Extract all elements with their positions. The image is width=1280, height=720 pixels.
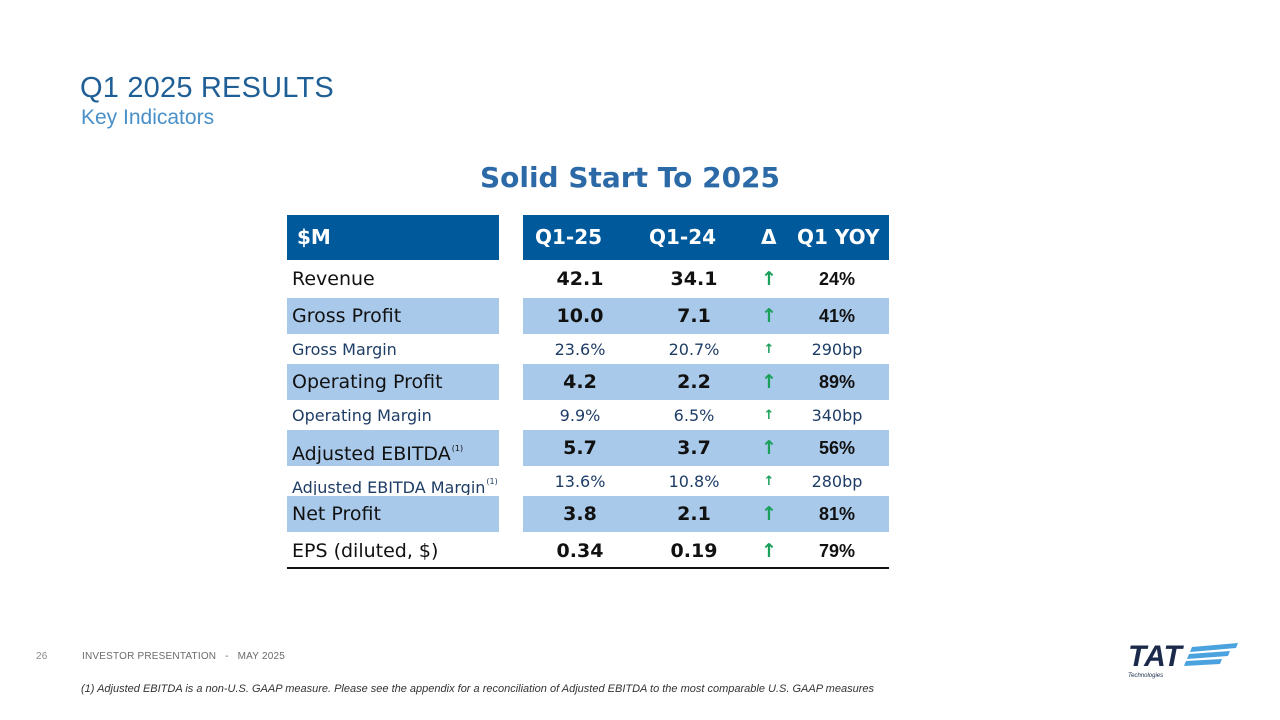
column-header-q1-24: Q1-24 <box>649 225 717 249</box>
row-label: Adjusted EBITDA Margin(1) <box>292 467 499 502</box>
value-q1-24: 2.2 <box>677 371 711 393</box>
slide-title: Q1 2025 RESULTS <box>80 72 334 104</box>
table-row-adjusted-ebitda-margin: Adjusted EBITDA Margin(1) 13.6% 10.8% ↑ … <box>287 466 889 497</box>
value-q1-25: 9.9% <box>559 406 601 425</box>
footnote-marker: (1) <box>451 444 464 453</box>
logo-stripe-icon <box>1190 643 1238 652</box>
row-label: EPS (diluted, $) <box>292 540 439 562</box>
arrow-up-icon: ↑ <box>763 408 775 423</box>
value-yoy: 81% <box>818 504 856 524</box>
row-label: Operating Margin <box>292 406 432 425</box>
arrow-up-icon: ↑ <box>761 540 777 562</box>
value-q1-25: 13.6% <box>554 472 606 491</box>
table-row-eps: EPS (diluted, $) 0.34 0.19 ↑ 79% <box>287 532 889 569</box>
footnote-marker: (1) <box>486 477 498 486</box>
slide-subtitle: Key Indicators <box>81 106 215 129</box>
presentation-label: INVESTOR PRESENTATION - MAY 2025 <box>82 651 285 662</box>
value-yoy: 340bp <box>811 406 863 425</box>
column-header-delta: Δ <box>761 225 777 249</box>
table-row-gross-profit: Gross Profit 10.0 7.1 ↑ 41% <box>287 297 889 334</box>
arrow-up-icon: ↑ <box>761 268 777 290</box>
row-label-text: Adjusted EBITDA Margin <box>292 478 486 497</box>
logo-wordmark: TAT <box>1128 640 1185 673</box>
key-indicators-table: $M Q1-25 Q1-24 Δ Q1 YOY Revenue 42.1 34.… <box>287 215 889 569</box>
value-q1-24: 3.7 <box>677 437 711 459</box>
arrow-up-icon: ↑ <box>761 371 777 393</box>
row-label: Gross Margin <box>292 340 397 359</box>
value-q1-24: 2.1 <box>677 503 711 525</box>
value-yoy: 280bp <box>811 472 863 491</box>
arrow-up-icon: ↑ <box>763 474 775 489</box>
table-row-revenue: Revenue 42.1 34.1 ↑ 24% <box>287 260 889 297</box>
row-label-text: Adjusted EBITDA <box>292 443 451 465</box>
table-header-row: $M Q1-25 Q1-24 Δ Q1 YOY <box>287 215 889 260</box>
value-yoy: 89% <box>818 372 856 392</box>
value-q1-25: 10.0 <box>556 305 604 327</box>
arrow-up-icon: ↑ <box>761 503 777 525</box>
column-header-yoy: Q1 YOY <box>797 225 880 249</box>
table-row-net-profit: Net Profit 3.8 2.1 ↑ 81% <box>287 495 889 532</box>
logo-tagline: Technologies <box>1128 673 1163 679</box>
table-row-gross-margin: Gross Margin 23.6% 20.7% ↑ 290bp <box>287 334 889 363</box>
page-number: 26 <box>36 651 48 662</box>
value-yoy: 56% <box>818 438 856 458</box>
column-header-label: $M <box>287 215 499 260</box>
arrow-up-icon: ↑ <box>761 305 777 327</box>
table-row-operating-profit: Operating Profit 4.2 2.2 ↑ 89% <box>287 363 889 400</box>
value-q1-25: 4.2 <box>563 371 597 393</box>
table-row-operating-margin: Operating Margin 9.9% 6.5% ↑ 340bp <box>287 400 889 429</box>
footnote: (1) Adjusted EBITDA is a non-U.S. GAAP m… <box>81 683 874 695</box>
table-row-adjusted-ebitda: Adjusted EBITDA(1) 5.7 3.7 ↑ 56% <box>287 429 889 466</box>
value-q1-24: 6.5% <box>673 406 715 425</box>
value-q1-25: 42.1 <box>556 268 604 290</box>
arrow-up-icon: ↑ <box>761 437 777 459</box>
value-yoy: 24% <box>818 269 856 289</box>
logo-stripe-icon <box>1184 659 1222 666</box>
row-label: Net Profit <box>292 503 381 525</box>
value-q1-24: 0.19 <box>670 540 718 562</box>
arrow-up-icon: ↑ <box>763 342 775 357</box>
value-q1-25: 3.8 <box>563 503 597 525</box>
value-q1-25: 23.6% <box>554 340 606 359</box>
row-label: Gross Profit <box>292 305 402 327</box>
value-q1-24: 34.1 <box>670 268 718 290</box>
row-label: Adjusted EBITDA(1) <box>292 430 499 473</box>
value-yoy: 41% <box>818 306 856 326</box>
value-q1-25: 5.7 <box>563 437 597 459</box>
value-yoy: 290bp <box>811 340 863 359</box>
column-header-q1-25: Q1-25 <box>535 225 603 249</box>
value-q1-24: 10.8% <box>668 472 720 491</box>
headline: Solid Start To 2025 <box>479 161 781 194</box>
row-label: Operating Profit <box>292 371 443 393</box>
tat-technologies-logo: TAT Technologies <box>1128 640 1238 679</box>
value-q1-24: 7.1 <box>677 305 711 327</box>
row-label: Revenue <box>292 268 375 290</box>
column-header-group: Q1-25 Q1-24 Δ Q1 YOY <box>523 215 889 260</box>
value-yoy: 79% <box>818 541 856 561</box>
value-q1-25: 0.34 <box>556 540 604 562</box>
logo-stripe-icon <box>1187 651 1230 659</box>
value-q1-24: 20.7% <box>668 340 720 359</box>
